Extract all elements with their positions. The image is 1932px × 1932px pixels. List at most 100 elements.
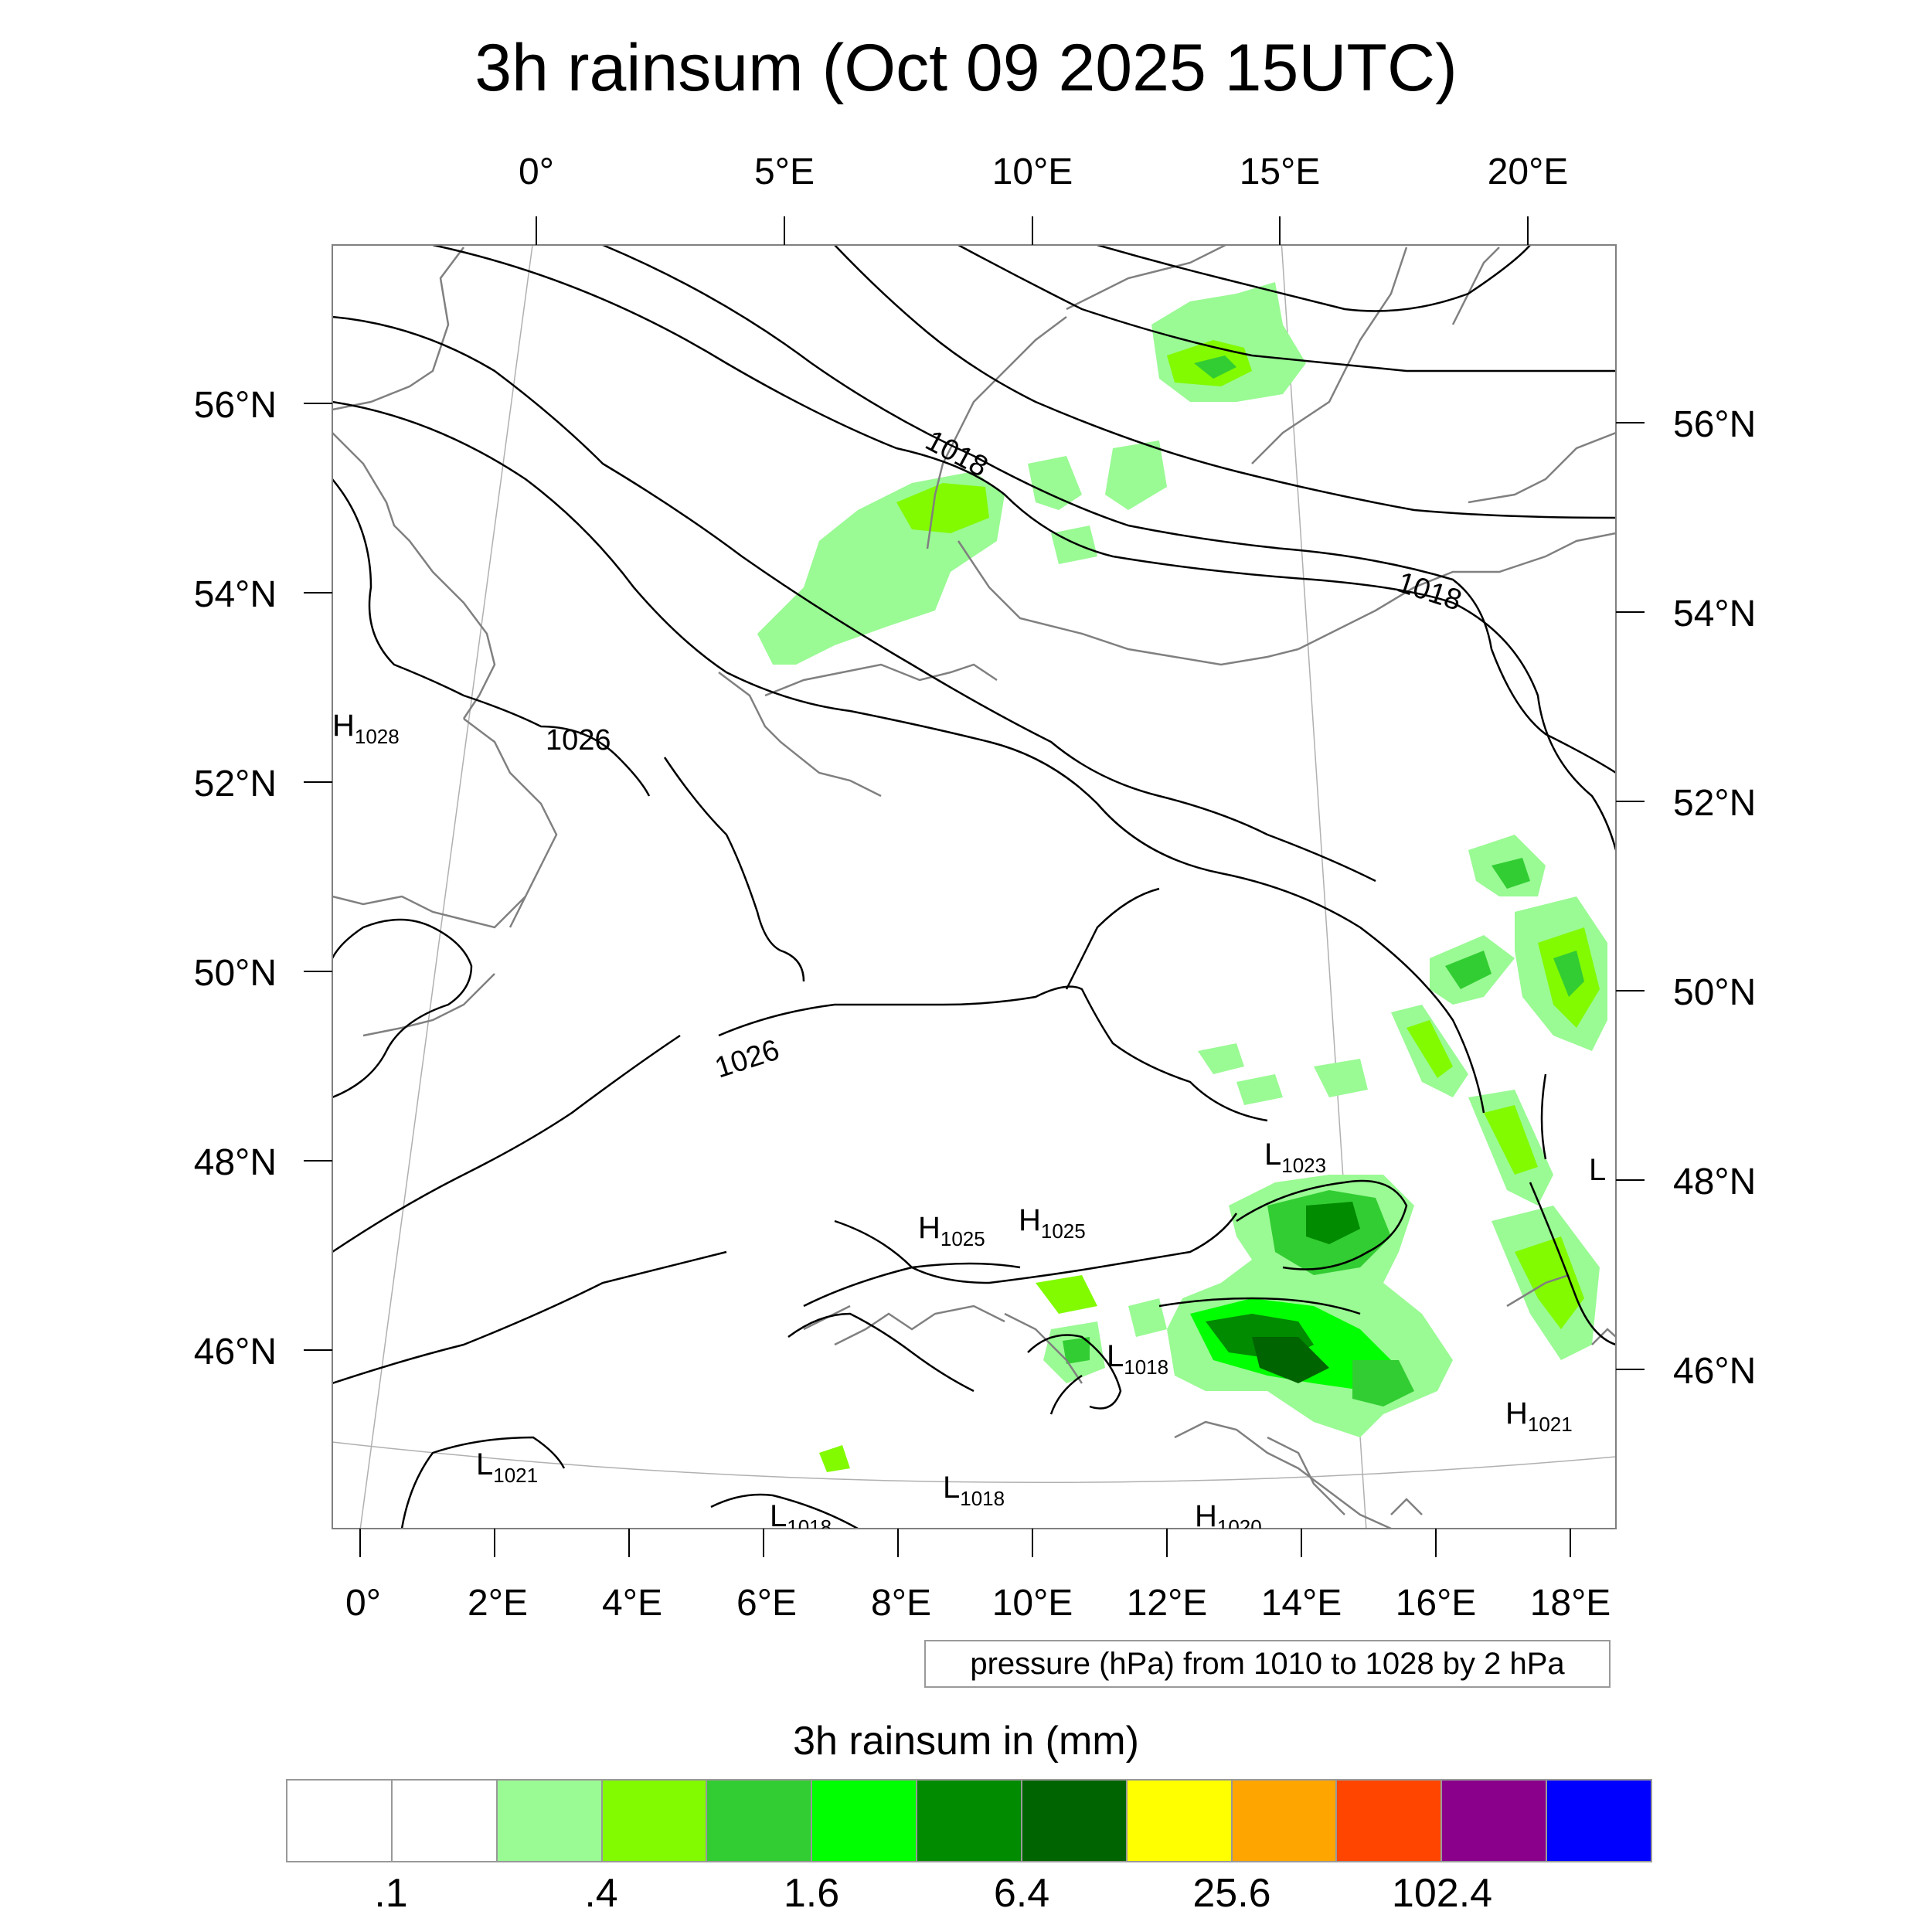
colorbar-cell [1337, 1781, 1443, 1861]
lat-label-left: 46°N [194, 1332, 277, 1372]
lon-label-bottom: 18°E [1530, 1583, 1611, 1624]
isobar [1097, 245, 1531, 312]
tick-marks [304, 216, 1645, 1557]
colorbar-cell [1022, 1781, 1128, 1861]
lat-label-left: 52°N [194, 764, 277, 804]
isobar [803, 1262, 1021, 1308]
isobar [957, 245, 1616, 372]
colorbar-label: 25.6 [1192, 1871, 1271, 1916]
isobar [332, 1250, 727, 1385]
bottom-lon-labels: 0° 2°E 4°E 6°E 8°E 10°E 12°E 14°E 16°E 1… [345, 1583, 1611, 1624]
lat-label-left: 56°N [194, 385, 277, 426]
lon-label-top: 20°E [1488, 151, 1569, 192]
pressure-center-low: L1018 [1107, 1339, 1168, 1379]
isobar [332, 315, 1376, 883]
lon-label-bottom: 10°E [992, 1583, 1073, 1624]
lat-label-right: 50°N [1673, 972, 1756, 1013]
isobar [1540, 1073, 1547, 1160]
colorbar-cell [1127, 1781, 1233, 1861]
colorbar-cell [917, 1781, 1022, 1861]
left-lat-labels: 56°N 54°N 52°N 50°N 48°N 46°N [194, 385, 277, 1372]
isobar [400, 1436, 566, 1529]
isobar [718, 985, 1268, 1122]
isobar [834, 245, 1616, 519]
lon-label-bottom: 2°E [468, 1583, 528, 1624]
isobar [1049, 1374, 1083, 1415]
isobar [1529, 1182, 1616, 1346]
colorbar-cell [287, 1781, 393, 1861]
isobar [332, 400, 1485, 1114]
coastlines [332, 245, 1616, 1529]
pressure-centers: H1028 L1023 L H1025 H1025 L1018 H1021 L1… [332, 709, 1606, 1539]
colorbar-cell [602, 1781, 708, 1861]
pressure-center-high: H1025 [1019, 1203, 1086, 1243]
isobar [1065, 887, 1160, 990]
colorbar-cell [1232, 1781, 1338, 1861]
isobar [432, 245, 1616, 851]
lat-label-left: 54°N [194, 574, 277, 615]
pressure-center-high: H1021 [1505, 1396, 1573, 1436]
isobar [663, 757, 805, 982]
rain-area-jutland [896, 483, 989, 533]
lon-label-bottom: 16°E [1396, 1583, 1477, 1624]
isobar [332, 918, 473, 1099]
colorbar-label: .1 [374, 1871, 408, 1916]
isobar [1027, 1334, 1122, 1410]
isobar [332, 1034, 681, 1253]
colorbar-cell [707, 1781, 813, 1861]
lat-label-right: 54°N [1673, 594, 1756, 634]
contour-labels: 1018 1018 1026 1026 [546, 424, 1465, 1084]
lat-label-right: 46°N [1673, 1351, 1756, 1392]
contour-label: 1026 [546, 724, 611, 757]
isobars [332, 245, 1616, 1529]
contour-label: 1026 [711, 1034, 783, 1085]
rain-area-sweden [1151, 282, 1306, 402]
map-title: 3h rainsum (Oct 09 2025 15UTC) [474, 31, 1458, 105]
colorbar-label: 1.6 [783, 1871, 840, 1916]
isobar [602, 245, 1616, 774]
lat-label-right: 52°N [1673, 783, 1756, 824]
lon-label-top: 5°E [754, 151, 815, 192]
precipitation-field [757, 282, 1607, 1472]
pressure-center-high: H1020 [1195, 1499, 1262, 1539]
isobar [710, 1493, 859, 1529]
pressure-center-high: H1025 [918, 1211, 985, 1250]
lon-label-top: 10°E [992, 151, 1073, 192]
colorbar-cell [1442, 1781, 1548, 1861]
lat-label-right: 48°N [1673, 1162, 1756, 1202]
lon-label-top: 15°E [1240, 151, 1321, 192]
lat-label-right: 56°N [1673, 404, 1756, 445]
pressure-center-low: L1021 [476, 1447, 538, 1487]
colorbar-title: 3h rainsum in (mm) [793, 1719, 1139, 1764]
right-lat-labels: 56°N 54°N 52°N 50°N 48°N 46°N [1673, 404, 1756, 1392]
lon-label-bottom: 12°E [1127, 1583, 1208, 1624]
colorbar-label: .4 [584, 1871, 618, 1916]
contour-info-box: pressure (hPa) from 1010 to 1028 by 2 hP… [924, 1640, 1611, 1688]
pressure-center-low: L [1589, 1153, 1606, 1187]
colorbar-cell [1547, 1781, 1651, 1861]
colorbar-label: 6.4 [993, 1871, 1050, 1916]
pressure-center-low: L1018 [943, 1471, 1005, 1510]
lon-label-bottom: 6°E [736, 1583, 797, 1624]
pressure-center-low: L1023 [1264, 1138, 1326, 1177]
lon-label-bottom: 4°E [602, 1583, 662, 1624]
isobar [1158, 1297, 1361, 1315]
isobar [332, 478, 651, 797]
colorbar-cell [392, 1781, 498, 1861]
colorbar-cell [812, 1781, 918, 1861]
lon-label-bottom: 14°E [1261, 1583, 1342, 1624]
top-lon-labels: 0° 5°E 10°E 15°E 20°E [519, 151, 1568, 192]
colorbar-label: 102.4 [1391, 1871, 1493, 1916]
lon-label-bottom: 8°E [871, 1583, 931, 1624]
lat-label-left: 50°N [194, 953, 277, 994]
pressure-center-low: L1018 [770, 1499, 832, 1539]
colorbar [286, 1779, 1652, 1862]
lon-label-top: 0° [519, 151, 554, 192]
map-frame [332, 244, 1617, 1529]
isobar [787, 1312, 975, 1393]
colorbar-cell [497, 1781, 603, 1861]
isobar [1236, 1179, 1408, 1270]
pressure-center-high: H1028 [332, 709, 400, 748]
lat-label-left: 48°N [194, 1142, 277, 1183]
